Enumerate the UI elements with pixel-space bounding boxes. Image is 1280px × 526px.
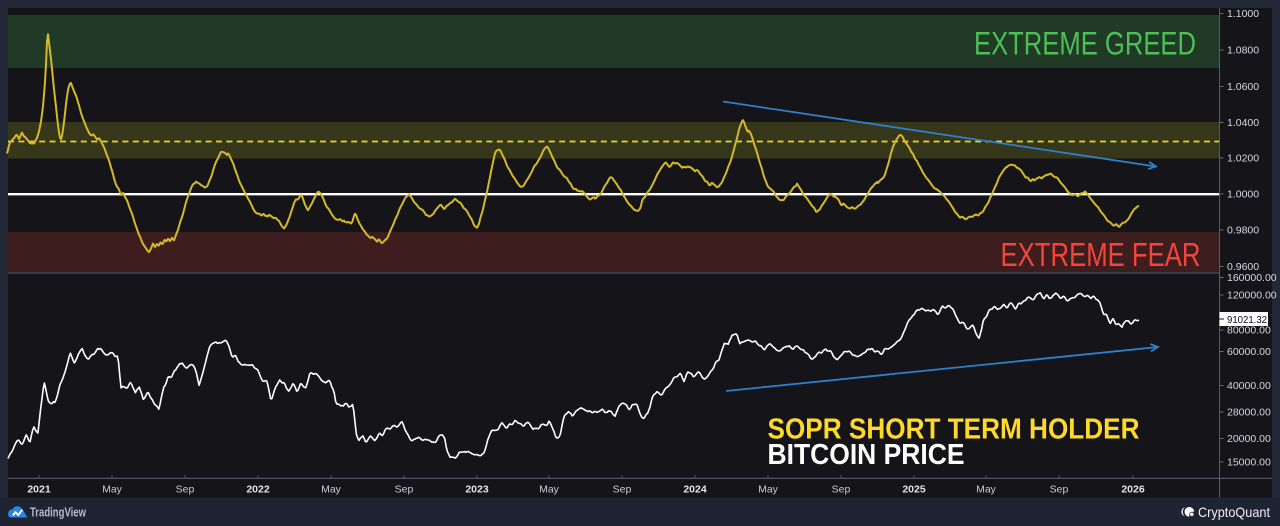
svg-text:Sep: Sep <box>832 484 851 496</box>
svg-text:May: May <box>758 484 779 496</box>
svg-text:TradingView: TradingView <box>30 506 86 520</box>
svg-text:40000.00: 40000.00 <box>1227 380 1271 392</box>
svg-text:20000.00: 20000.00 <box>1227 433 1271 445</box>
svg-text:80000.00: 80000.00 <box>1227 325 1271 337</box>
svg-text:15000.00: 15000.00 <box>1227 457 1271 469</box>
svg-text:2026: 2026 <box>1121 484 1145 496</box>
svg-text:160000.00: 160000.00 <box>1227 272 1277 284</box>
svg-text:May: May <box>102 484 123 496</box>
svg-text:Sep: Sep <box>613 484 632 496</box>
svg-text:May: May <box>539 484 560 496</box>
svg-text:May: May <box>321 484 342 496</box>
svg-text:BITCOIN PRICE: BITCOIN PRICE <box>768 439 965 471</box>
svg-text:2023: 2023 <box>465 484 489 496</box>
svg-text:1.0000: 1.0000 <box>1227 189 1259 201</box>
svg-text:Sep: Sep <box>395 484 414 496</box>
svg-text:2021: 2021 <box>27 484 51 496</box>
svg-text:1.0200: 1.0200 <box>1227 153 1259 165</box>
svg-text:SOPR SHORT TERM HOLDER: SOPR SHORT TERM HOLDER <box>768 414 1140 446</box>
svg-text:Sep: Sep <box>176 484 195 496</box>
svg-text:May: May <box>976 484 997 496</box>
svg-text:0.9600: 0.9600 <box>1227 261 1259 273</box>
svg-text:1.0800: 1.0800 <box>1227 45 1259 57</box>
svg-text:EXTREME FEAR: EXTREME FEAR <box>1001 236 1201 273</box>
svg-text:EXTREME GREED: EXTREME GREED <box>974 26 1196 62</box>
svg-text:28000.00: 28000.00 <box>1227 407 1271 419</box>
svg-text:120000.00: 120000.00 <box>1227 290 1277 302</box>
svg-text:1.0400: 1.0400 <box>1227 117 1259 129</box>
svg-text:60000.00: 60000.00 <box>1227 346 1271 358</box>
svg-text:2024: 2024 <box>683 484 707 496</box>
svg-text:2025: 2025 <box>902 484 926 496</box>
svg-text:2022: 2022 <box>246 484 270 496</box>
svg-text:0.9800: 0.9800 <box>1227 225 1259 237</box>
svg-text:1.1000: 1.1000 <box>1227 8 1259 20</box>
svg-text:Sep: Sep <box>1050 484 1069 496</box>
svg-text:CryptoQuant: CryptoQuant <box>1198 504 1270 520</box>
svg-text:1.0600: 1.0600 <box>1227 81 1259 93</box>
svg-text:91021.32: 91021.32 <box>1227 315 1267 326</box>
